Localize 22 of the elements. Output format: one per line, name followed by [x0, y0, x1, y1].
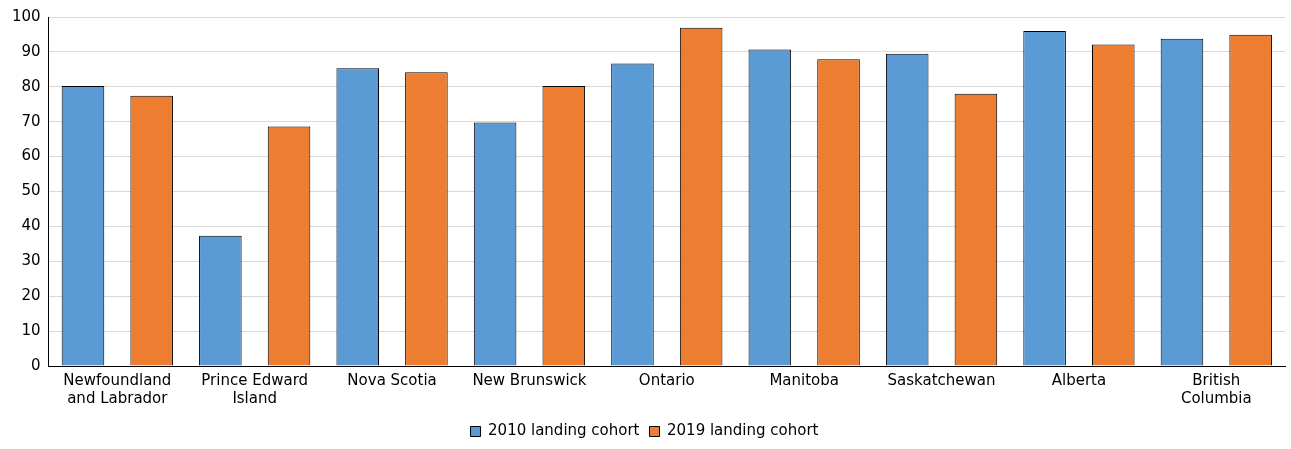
x-tick-label: Ontario [638, 370, 695, 389]
y-tick-label: 10 [21, 320, 41, 339]
y-tick-label: 20 [21, 286, 41, 305]
x-tick-label: British Columbia [1180, 370, 1252, 407]
y-tick-label: 100 [11, 6, 41, 25]
y-tick-label: 80 [21, 76, 41, 95]
x-tick-label: Saskatchewan [887, 370, 996, 389]
y-tick-label: 70 [21, 111, 41, 130]
x-tick-label: Manitoba [769, 370, 839, 389]
x-tick-label: Alberta [1051, 370, 1107, 389]
x-tick-label: Nova Scotia [347, 370, 437, 389]
y-tick-label: 50 [21, 181, 41, 200]
y-tick-label: 30 [21, 251, 41, 270]
y-tick-label: 0 [31, 355, 41, 374]
x-tick-label: Newfoundland and Labrador [63, 370, 172, 407]
legend-label: 2019 landing cohort [667, 421, 819, 440]
legend-label: 2010 landing cohort [488, 421, 640, 440]
x-tick-label: New Brunswick [472, 370, 587, 389]
y-tick-label: 60 [21, 146, 41, 165]
y-tick-label: 90 [21, 41, 41, 60]
x-tick-label: Prince Edward Island [201, 370, 309, 407]
y-tick-label: 40 [21, 216, 41, 235]
